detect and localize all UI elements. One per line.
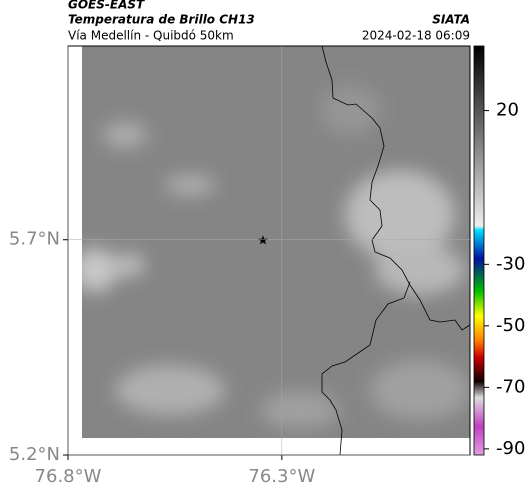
colorbar-tick-label: -70 xyxy=(496,376,525,397)
y-tick-label: 5.2°N xyxy=(9,444,60,465)
location-marker: ★ xyxy=(257,234,269,249)
colorbar-tick-label: -30 xyxy=(496,253,525,274)
subtitle: Temperatura de Brillo CH13 xyxy=(68,13,255,27)
colorbar-tick-label: -90 xyxy=(496,438,525,459)
title: GOES-EAST xyxy=(68,0,145,12)
location: Vía Medellín - Quibdó 50km xyxy=(68,29,234,43)
datetime: 2024-02-18 06:09 xyxy=(362,29,470,43)
x-tick-label: 76.3°W xyxy=(248,466,315,487)
y-tick-label: 5.7°N xyxy=(9,229,60,250)
colorbar xyxy=(473,45,485,456)
colorbar-tick-label: -50 xyxy=(496,315,525,336)
border-line xyxy=(321,45,471,456)
x-tick-label: 76.8°W xyxy=(35,466,102,487)
satellite-image xyxy=(82,46,470,438)
colorbar-tick-label: 20 xyxy=(496,100,519,121)
source: SIATA xyxy=(432,13,470,27)
